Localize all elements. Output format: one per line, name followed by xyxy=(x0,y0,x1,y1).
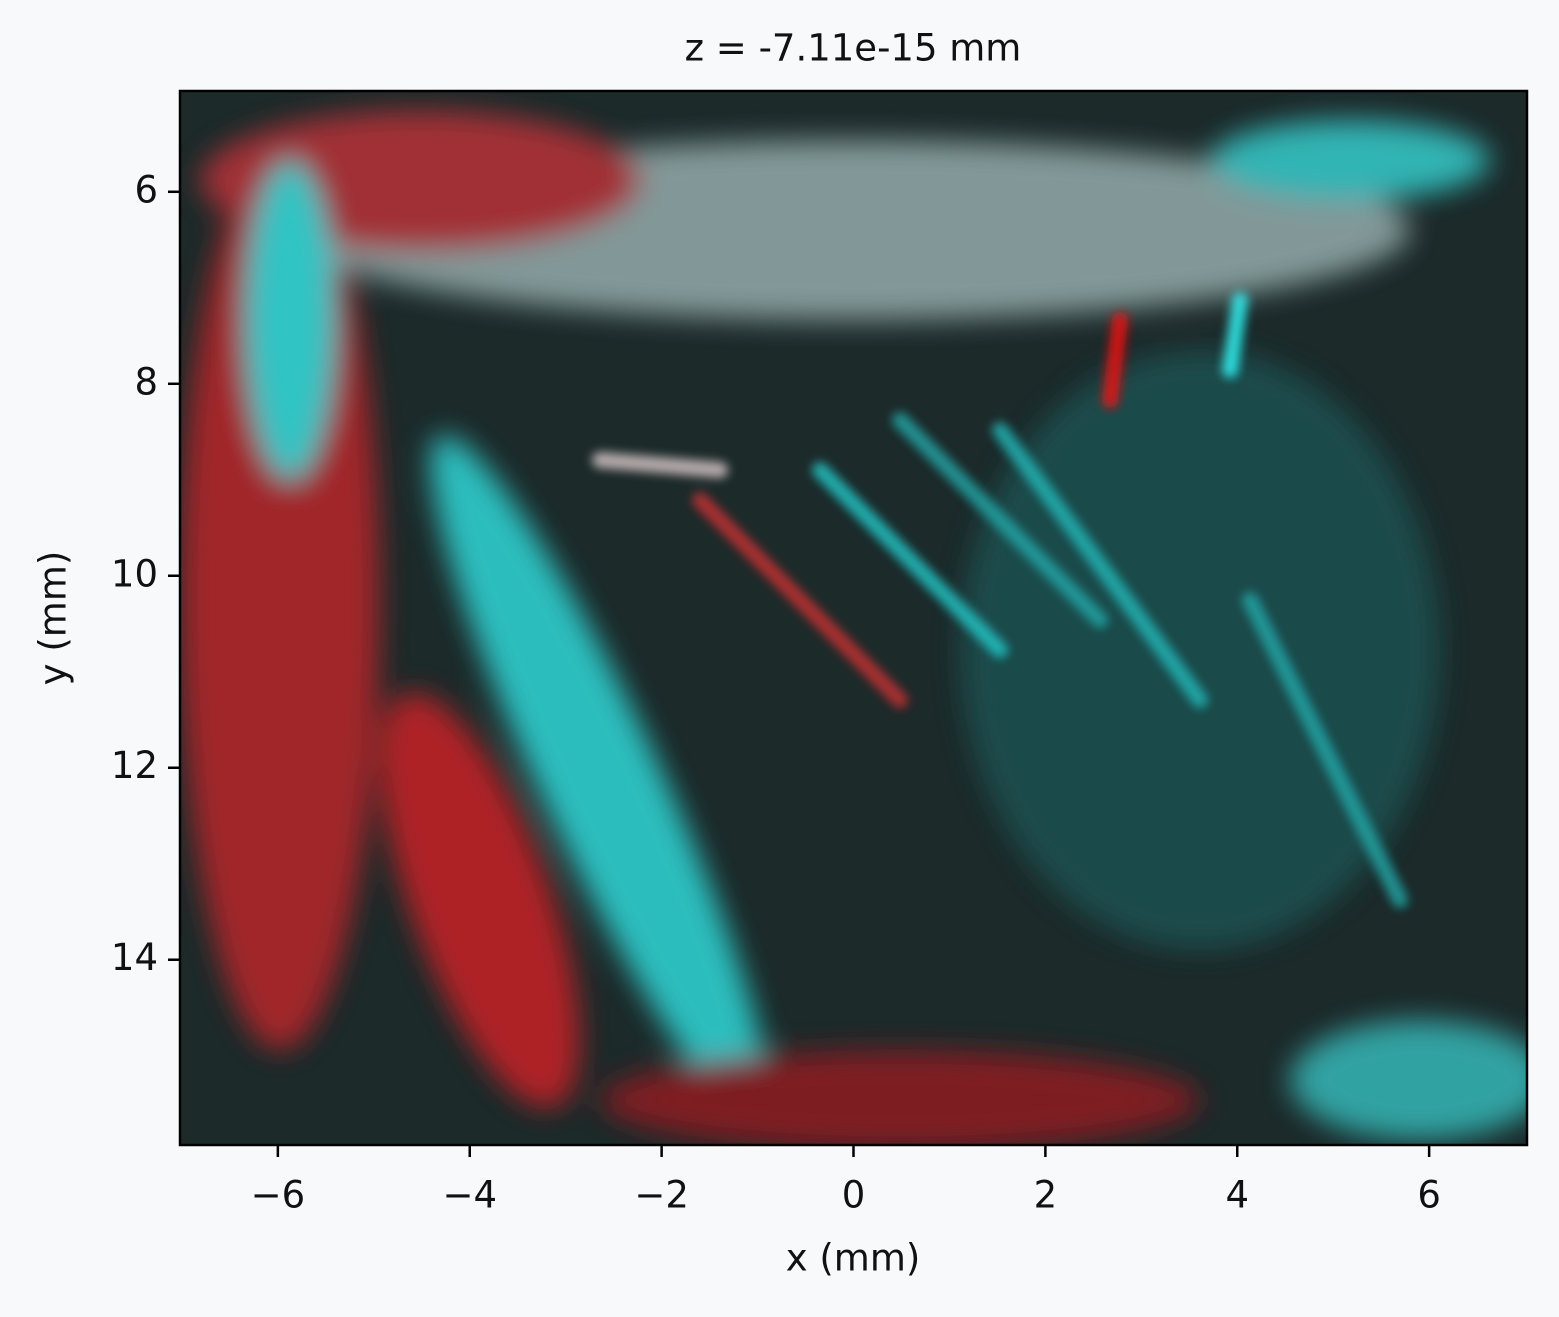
image xyxy=(180,91,1527,1145)
x-tick-label: −4 xyxy=(442,1174,497,1217)
y-tick-label: 6 xyxy=(134,168,158,211)
x-tick-label: 4 xyxy=(1225,1174,1249,1217)
y-tick-label: 10 xyxy=(111,552,158,595)
y-axis-label: y (mm) xyxy=(32,551,75,686)
chart-title: z = -7.11e-15 mm xyxy=(685,27,1022,70)
x-tick-label: −6 xyxy=(251,1174,306,1217)
y-tick-label: 12 xyxy=(111,744,158,787)
x-tick-label: 0 xyxy=(842,1174,866,1217)
x-tick-label: 2 xyxy=(1034,1174,1058,1217)
x-axis-label: x (mm) xyxy=(786,1237,921,1280)
y-tick-label: 14 xyxy=(111,936,158,979)
x-tick-label: −2 xyxy=(634,1174,689,1217)
x-tick-label: 6 xyxy=(1417,1174,1441,1217)
y-tick-label: 8 xyxy=(134,360,158,403)
